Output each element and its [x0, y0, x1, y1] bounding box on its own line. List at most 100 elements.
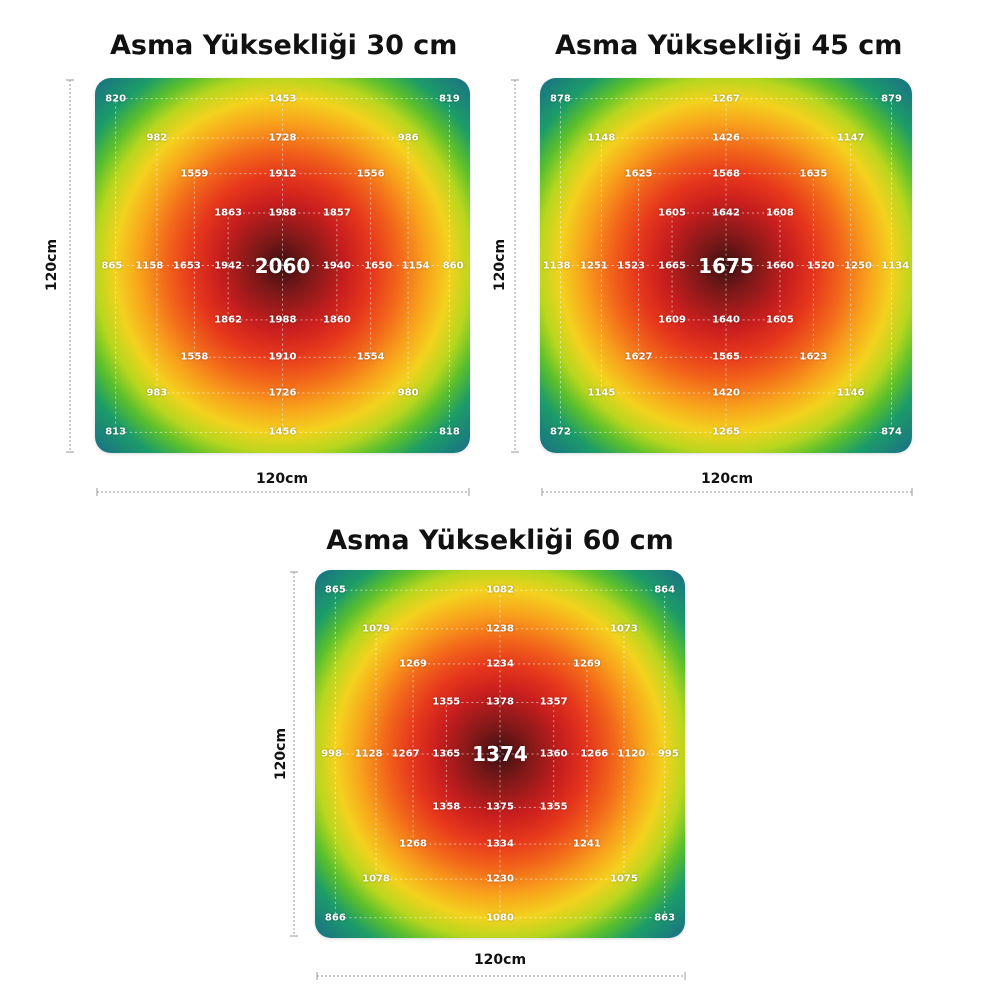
ppfd-value: 1365: [432, 748, 461, 760]
ppfd-value: 1609: [658, 314, 686, 326]
grid-ring: [600, 137, 852, 394]
ppfd-value: 1558: [180, 351, 209, 363]
ppfd-value: 1605: [766, 314, 794, 326]
ppfd-value: 1266: [580, 748, 609, 760]
ppfd-value: 1145: [587, 387, 616, 399]
ppfd-value: 1728: [268, 132, 297, 144]
ppfd-value: 1079: [362, 623, 390, 635]
ppfd-value: 1863: [214, 207, 243, 219]
ppfd-value: 1623: [799, 351, 828, 363]
panel-title-45cm: Asma Yüksekliği 45 cm: [555, 30, 903, 61]
ppfd-value: 1988: [268, 314, 297, 326]
ppfd-value: 1234: [486, 658, 514, 670]
heatmap-45cm: 878 1267 879 1148 1426 1147 1625 1568 1635 1605 16…: [540, 78, 912, 453]
grid-ring: [445, 701, 555, 808]
ppfd-value: 860: [442, 260, 464, 271]
ppfd-value: 872: [550, 426, 571, 438]
center-ppfd-value: 1374: [472, 742, 528, 766]
width-label-60cm: 120cm: [473, 952, 527, 968]
ppfd-value: 1251: [580, 260, 608, 271]
ppfd-value: 1360: [539, 748, 568, 760]
ppfd-value: 1860: [322, 314, 351, 326]
ppfd-value: 1078: [362, 873, 390, 885]
ppfd-value: 1635: [799, 168, 828, 180]
ppfd-value: 1420: [712, 387, 740, 399]
ppfd-value: 1565: [712, 351, 740, 363]
width-dimension-line-45cm: [541, 488, 913, 496]
ppfd-value: 1554: [356, 351, 385, 363]
ppfd-value: 1625: [624, 168, 653, 180]
ppfd-value: 1568: [712, 168, 740, 180]
heatmap-30cm: 820 1453 819 982 1728 986 1559 1912 1556 1863 1988…: [95, 78, 470, 453]
ppfd-value: 983: [146, 387, 168, 399]
ppfd-value: 986: [397, 132, 419, 144]
grid-ring: [334, 589, 666, 919]
ppfd-value: 1627: [624, 351, 653, 363]
ppfd-value: 1230: [486, 873, 514, 885]
ppfd-value: 1147: [836, 132, 865, 144]
ppfd-value: 1357: [539, 696, 568, 708]
ppfd-value: 1559: [180, 168, 209, 180]
ppfd-value: 1082: [486, 584, 514, 596]
height-dimension-line-45cm: [511, 79, 519, 453]
ppfd-value: 820: [105, 93, 127, 105]
ppfd-value: 1988: [268, 207, 297, 219]
height-label-30cm: 120cm: [44, 238, 60, 292]
ppfd-value: 1857: [322, 207, 351, 219]
ppfd-value: 878: [550, 93, 571, 105]
width-dimension-line-30cm: [96, 488, 470, 496]
ppfd-value: 998: [321, 748, 343, 760]
ppfd-value: 1265: [712, 426, 740, 438]
grid-ring: [671, 212, 781, 321]
ppfd-value: 1642: [712, 207, 740, 219]
panel-title-60cm: Asma Yüksekliği 60 cm: [326, 525, 674, 556]
height-label-60cm: 120cm: [273, 727, 289, 781]
ppfd-value: 1269: [573, 658, 601, 670]
ppfd-value: 864: [654, 584, 676, 596]
ppfd-value: 1378: [486, 696, 514, 708]
ppfd-value: 819: [438, 93, 460, 105]
ppfd-value: 818: [438, 426, 460, 438]
ppfd-value: 1556: [356, 168, 385, 180]
ppfd-value: 1134: [881, 260, 910, 271]
ppfd-value: 879: [881, 93, 902, 105]
ppfd-value: 1640: [712, 314, 740, 326]
ppfd-value: 1653: [172, 260, 201, 271]
ppfd-value: 1942: [214, 260, 243, 271]
ppfd-value: 1605: [658, 207, 686, 219]
ppfd-value: 995: [657, 748, 679, 760]
measurement-grid-lines: [331, 589, 669, 919]
ppfd-value: 813: [105, 426, 127, 438]
ppfd-value: 874: [881, 426, 902, 438]
heatmap-60cm: 865 1082 864 1079 1238 1073 1269 1234 1269 1355 13…: [315, 570, 685, 938]
ppfd-value: 865: [101, 260, 123, 271]
ppfd-value: 1128: [354, 748, 383, 760]
ppfd-value: 1238: [486, 623, 514, 635]
ppfd-value: 980: [397, 387, 419, 399]
grid-ring: [412, 663, 588, 845]
ppfd-value: 1148: [587, 132, 616, 144]
ppfd-value: 1453: [268, 93, 297, 105]
height-label-45cm: 120cm: [492, 238, 508, 292]
ppfd-value: 1241: [573, 838, 601, 850]
ppfd-value: 1426: [712, 132, 740, 144]
ppfd-value: 1250: [844, 260, 872, 271]
ppfd-value: 865: [324, 584, 346, 596]
ppfd-value: 1660: [766, 260, 794, 271]
ppfd-value: 1940: [322, 260, 351, 271]
measurement-grid-lines: [556, 98, 896, 433]
ppfd-value: 1375: [486, 801, 514, 813]
ppfd-value: 1355: [432, 696, 461, 708]
width-label-45cm: 120cm: [700, 471, 754, 487]
ppfd-value: 1267: [391, 748, 420, 760]
ppfd-value: 1358: [432, 801, 461, 813]
ppfd-value: 1158: [135, 260, 164, 271]
ppfd-value: 866: [324, 912, 346, 924]
ppfd-value: 1520: [806, 260, 835, 271]
ppfd-value: 1910: [268, 351, 297, 363]
ppfd-value: 1268: [399, 838, 427, 850]
ppfd-value: 863: [654, 912, 676, 924]
ppfd-value: 1665: [658, 260, 686, 271]
ppfd-value: 982: [146, 132, 168, 144]
center-ppfd-value: 2060: [254, 253, 311, 278]
